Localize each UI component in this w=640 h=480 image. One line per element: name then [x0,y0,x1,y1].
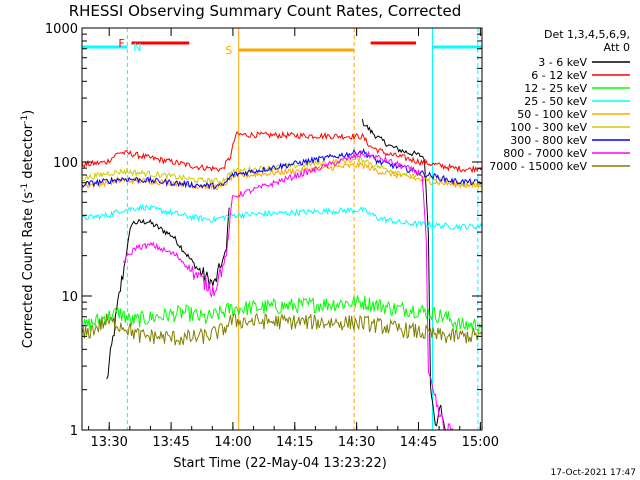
plot-frame [81,27,483,431]
legend-label-2: 6 - 12 keV [531,69,587,82]
y-tick-label-3: 100 [53,156,78,171]
legend-header-line-1: Det 1,3,4,5,6,9, [544,28,630,41]
y-axis: 1 10 100 1000 [45,22,482,439]
series-line-3 [82,295,482,334]
y-axis-label-end: ) [21,110,36,115]
x-tick-label-7: 15:00 [462,435,499,450]
x-axis-label: Start Time (22-May-04 13:23:22) [173,456,387,471]
legend-label-9: 7000 - 15000 keV [489,160,587,173]
series-line-1 [106,119,446,430]
y-axis-label-mid: detector [21,123,36,183]
flag-label-3: S [225,44,232,57]
flag-label-2: F [118,37,124,50]
x-tick-label-3: 14:00 [214,435,251,450]
x-tick-label-6: 14:45 [400,435,437,450]
legend-label-5: 50 - 100 keV [517,108,587,121]
plot-area [82,28,482,430]
series-line-7 [82,148,482,190]
series-line-2 [82,130,482,174]
y-tick-label-2: 10 [61,290,78,305]
x-tick-label-2: 13:45 [152,435,189,450]
legend-label-4: 25 - 50 keV [524,95,587,108]
x-tick-label-4: 14:15 [276,435,313,450]
flag-label-1: N [133,41,141,54]
series-line-5 [82,160,482,191]
legend-label-3: 12 - 25 keV [524,82,587,95]
y-axis-label-exp2: -1 [20,115,30,124]
series-line-4 [82,203,482,231]
legend-label-1: 3 - 6 keV [538,56,587,69]
footer-date: 17-Oct-2021 17:47 [551,468,636,478]
series-line-9 [82,312,482,346]
x-axis: 13:30 13:45 14:00 14:15 14:30 14:45 15:00 [88,28,499,450]
x-tick-label-1: 13:30 [90,435,127,450]
y-tick-label-4: 1000 [45,22,78,37]
chart-title: RHESSI Observing Summary Count Rates, Co… [69,2,462,20]
x-tick-label-5: 14:30 [338,435,375,450]
legend-label-8: 800 - 7000 keV [503,147,587,160]
y-axis-label-main: Corrected Count Rate (s [21,192,36,349]
y-axis-label-exp1: -1 [20,183,30,192]
legend-label-7: 300 - 800 keV [510,134,587,147]
y-axis-label: Corrected Count Rate (s-1 detector-1) [20,110,36,348]
legend-header-line-2: Att 0 [604,41,630,54]
y-tick-label-1: 1 [70,424,78,439]
legend-label-6: 100 - 300 keV [510,121,587,134]
series-line-8 [122,149,454,430]
